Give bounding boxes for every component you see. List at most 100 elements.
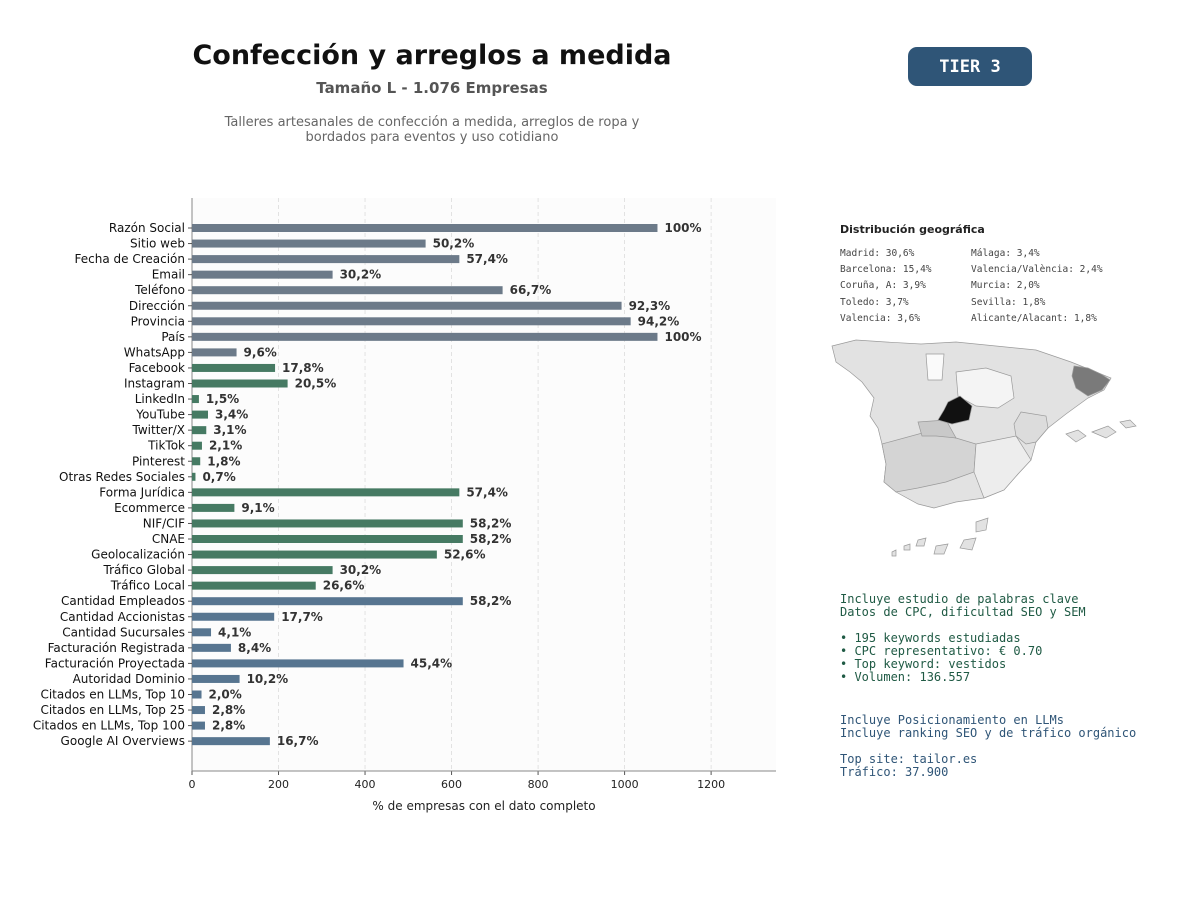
map-canarias: [959, 537, 977, 551]
bar: [192, 737, 270, 746]
value-label: 9,6%: [244, 345, 277, 359]
category-label: Facebook: [129, 361, 185, 375]
page-description: Talleres artesanales de confección a med…: [200, 115, 664, 145]
value-label: 16,7%: [277, 734, 319, 748]
keywords-line: Incluye estudio de palabras clave: [840, 592, 1079, 606]
geo-item: Valencia/València: 2,4%: [971, 264, 1103, 276]
category-label: Forma Jurídica: [99, 485, 185, 499]
geo-list-left: Madrid: 30,6% Barcelona: 15,4% Coruña, A…: [840, 246, 932, 327]
category-label: WhatsApp: [124, 345, 185, 359]
value-label: 26,6%: [323, 579, 365, 593]
bar: [192, 457, 201, 466]
x-tick-label: 600: [441, 778, 462, 791]
llm-line: Incluye Posicionamiento en LLMs: [840, 713, 1064, 727]
value-label: 20,5%: [295, 377, 337, 391]
top-site-traffic: Tráfico: 37.900: [840, 765, 949, 779]
value-label: 58,2%: [470, 516, 512, 530]
geo-item: Toledo: 3,7%: [840, 296, 909, 308]
keywords-bullet: • Volumen: 136.557: [840, 670, 971, 684]
value-label: 50,2%: [433, 237, 475, 251]
bar: [192, 550, 437, 559]
value-label: 52,6%: [444, 548, 486, 562]
category-label: Email: [152, 268, 185, 282]
category-label: Tráfico Global: [103, 563, 185, 577]
bar: [192, 706, 205, 715]
description-line: bordados para eventos y uso cotidiano: [305, 130, 559, 145]
geo-item: Madrid: 30,6%: [840, 248, 915, 259]
page-title: Confección y arreglos a medida: [192, 40, 672, 71]
category-label: Ecommerce: [114, 501, 185, 515]
x-tick-label: 800: [528, 778, 549, 791]
geo-item: Murcia: 2,0%: [971, 280, 1040, 292]
map-baleares: [1065, 429, 1087, 443]
category-label: NIF/CIF: [143, 516, 185, 530]
bar: [192, 379, 288, 388]
category-label: País: [161, 330, 185, 344]
map-baleares: [1091, 425, 1117, 439]
geo-item: Valencia: 3,6%: [840, 312, 921, 324]
category-label: Citados en LLMs, Top 100: [33, 719, 185, 733]
map-canarias: [891, 549, 897, 557]
category-label: Autoridad Dominio: [73, 672, 185, 686]
category-label: Google AI Overviews: [61, 734, 185, 748]
category-label: Geolocalización: [91, 548, 185, 562]
value-label: 57,4%: [466, 252, 508, 266]
x-tick-label: 1200: [697, 778, 725, 791]
map-region: [1013, 411, 1049, 445]
category-label: YouTube: [135, 408, 185, 422]
value-label: 1,8%: [207, 454, 240, 468]
map-madrid: [937, 395, 973, 425]
bar: [192, 566, 333, 575]
map-barcelona: [1071, 365, 1111, 397]
geo-list-right: Málaga: 3,4% Valencia/València: 2,4% Mur…: [971, 246, 1103, 327]
bar: [192, 519, 463, 528]
value-label: 57,4%: [466, 485, 508, 499]
page-subtitle: Tamaño L - 1.076 Empresas: [316, 79, 548, 97]
x-tick-label: 0: [189, 778, 196, 791]
category-label: Provincia: [131, 314, 185, 328]
map-canarias: [915, 537, 927, 547]
value-label: 4,1%: [218, 625, 251, 639]
bar: [192, 426, 207, 435]
value-label: 66,7%: [510, 283, 552, 297]
value-label: 2,1%: [209, 439, 242, 453]
category-label: Otras Redes Sociales: [59, 470, 185, 484]
category-label: CNAE: [152, 532, 185, 546]
bar: [192, 628, 212, 637]
map-canarias: [933, 543, 949, 555]
keywords-bullet: • CPC representativo: € 0.70: [840, 644, 1043, 658]
bar: [192, 472, 196, 481]
map-baleares: [1119, 419, 1137, 429]
bar: [192, 674, 240, 683]
bar: [192, 410, 209, 419]
category-label: Dirección: [129, 299, 185, 313]
value-label: 1,5%: [206, 392, 239, 406]
category-label: Facturación Proyectada: [45, 656, 185, 670]
value-label: 8,4%: [238, 641, 271, 655]
bar: [192, 301, 622, 310]
bar: [192, 612, 275, 621]
category-label: Sitio web: [130, 237, 185, 251]
bar: [192, 348, 237, 357]
category-label: Tráfico Local: [110, 579, 185, 593]
bar: [192, 597, 463, 606]
spain-map-icon: [831, 339, 1137, 557]
value-label: 17,7%: [281, 610, 323, 624]
category-label: Fecha de Creación: [75, 252, 185, 266]
bar: [192, 643, 231, 652]
top-site: Top site: tailor.es: [840, 752, 978, 766]
tier-badge: TIER 3: [908, 47, 1032, 86]
value-label: 30,2%: [340, 563, 382, 577]
llm-info: Incluye Posicionamiento en LLMs Incluye …: [840, 714, 1136, 779]
category-label: Twitter/X: [132, 423, 185, 437]
bar: [192, 488, 460, 497]
category-label: LinkedIn: [135, 392, 185, 406]
category-label: Pinterest: [132, 454, 185, 468]
map-canarias: [903, 543, 911, 551]
value-label: 2,0%: [209, 688, 242, 702]
bar: [192, 721, 205, 730]
bar: [192, 535, 463, 543]
geo-item: Alicante/Alacant: 1,8%: [971, 312, 1097, 324]
value-label: 9,1%: [241, 501, 274, 515]
value-label: 58,2%: [470, 532, 512, 546]
